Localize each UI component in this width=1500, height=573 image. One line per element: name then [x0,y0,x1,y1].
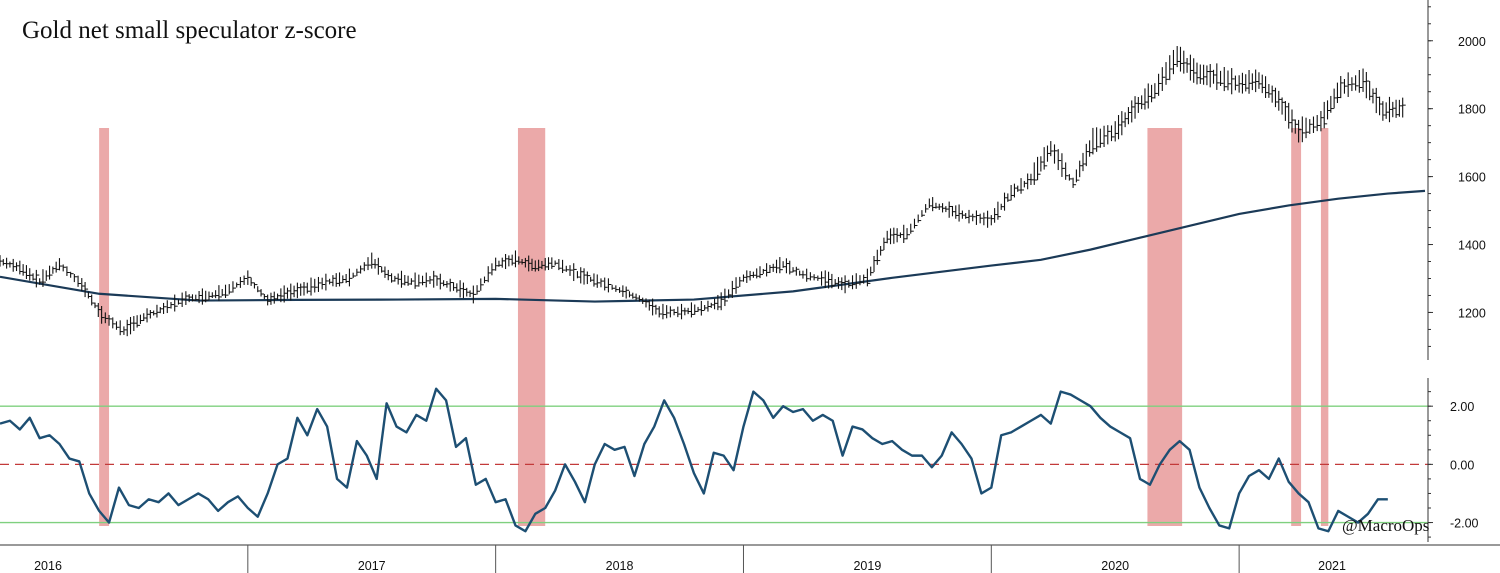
x-year-label: 2017 [358,559,386,573]
credit-label: @MacroOps [1342,516,1429,535]
zscore-y-tick-label: 0.00 [1450,458,1474,472]
price-y-tick-label: 1400 [1458,239,1486,253]
highlight-region [1291,128,1302,526]
price-y-tick-label: 1200 [1458,306,1486,320]
highlight-region [1320,128,1329,526]
zscore-line [0,387,1388,533]
highlight-region [517,128,546,526]
reference-lines [0,405,1428,524]
price-series [0,46,1406,337]
chart-title: Gold net small speculator z-score [22,17,357,44]
x-year-label: 2019 [853,559,881,573]
x-year-label: 2018 [606,559,634,573]
moving-average-series [0,189,1426,303]
zscore-y-tick-label: 2.00 [1450,400,1474,414]
highlight-region [99,128,110,526]
zscore-y-tick-label: -2.00 [1450,517,1479,531]
x-year-label: 2021 [1318,559,1346,573]
x-year-label: 2016 [34,559,62,573]
price-y-tick-label: 2000 [1458,35,1486,49]
highlight-regions [99,128,1329,526]
price-y-tick-label: 1800 [1458,103,1486,117]
x-year-label: 2020 [1101,559,1129,573]
highlight-region [1147,128,1183,526]
moving-average-line [0,189,1426,303]
price-y-tick-label: 1600 [1458,171,1486,185]
zscore-series [0,387,1388,533]
